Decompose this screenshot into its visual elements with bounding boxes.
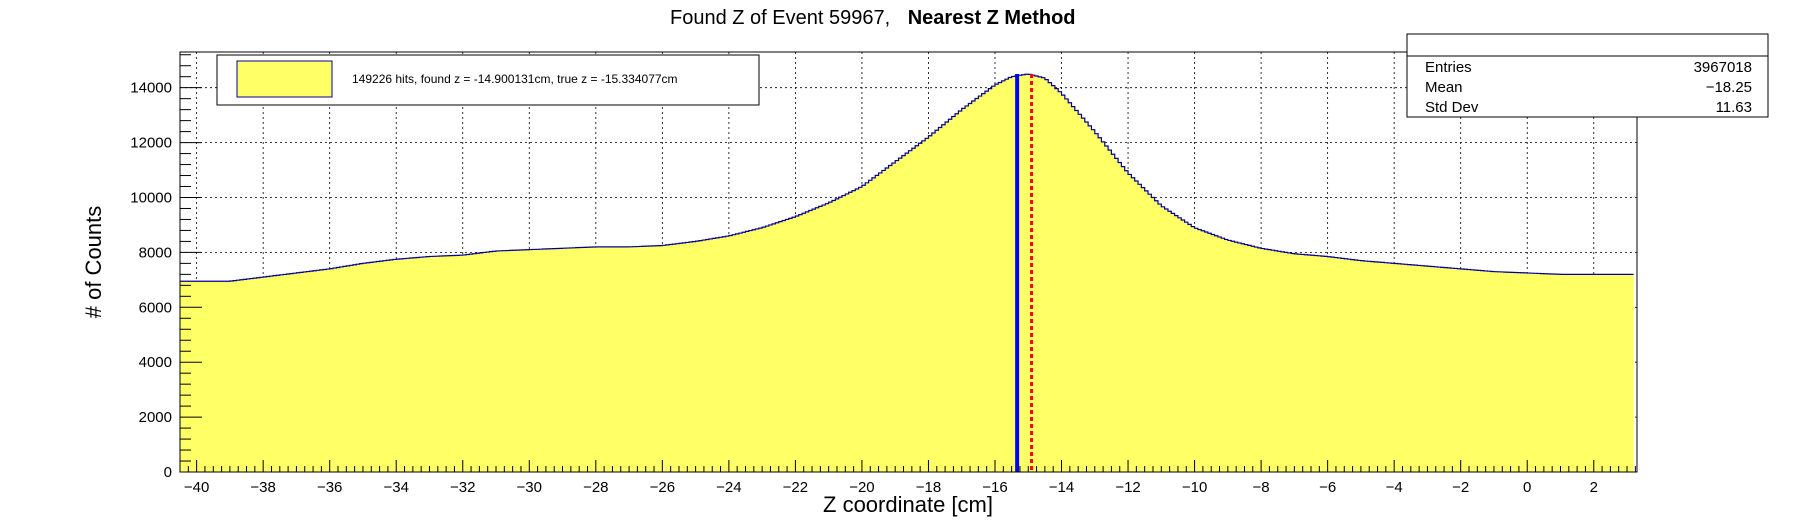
x-tick-label: 2: [1590, 479, 1598, 496]
legend: 149226 hits, found z = -14.900131cm, tru…: [216, 54, 760, 106]
histogram-area: [180, 73, 1634, 472]
x-tick-label: −4: [1386, 479, 1403, 496]
stats-mean-value: −18.25: [1706, 79, 1752, 96]
y-tick-label: 14000: [130, 80, 172, 97]
stats-stddev-label: Std Dev: [1425, 99, 1479, 116]
x-tick-label: −8: [1253, 479, 1270, 496]
y-tick-label: 0: [164, 464, 172, 481]
x-tick-label: −14: [1049, 479, 1074, 496]
stats-mean-label: Mean: [1425, 79, 1463, 96]
x-tick-label: −2: [1452, 479, 1469, 496]
x-tick-label: −18: [916, 479, 941, 496]
y-axis-ticks: 0 2000 4000 6000 8000 10000 12000 14000: [130, 54, 202, 481]
y-axis-label: # of Counts: [81, 206, 106, 319]
x-tick-label: −28: [583, 479, 608, 496]
legend-swatch: [236, 60, 333, 98]
z-marker-lines: [1015, 73, 1034, 472]
x-axis-label: Z coordinate [cm]: [823, 492, 993, 517]
chart-title-bold: Nearest Z Method: [908, 7, 1076, 29]
chart-title-regular: Found Z of Event 59967,: [670, 7, 890, 29]
stats-entries-label: Entries: [1425, 59, 1472, 76]
x-tick-label: −20: [849, 479, 874, 496]
y-tick-label: 4000: [139, 354, 172, 371]
x-tick-label: −26: [650, 479, 675, 496]
x-tick-label: −24: [716, 479, 741, 496]
x-tick-label: −40: [184, 479, 209, 496]
x-tick-label: −36: [317, 479, 342, 496]
chart-title: Found Z of Event 59967, Nearest Z Method: [670, 7, 1076, 29]
stats-stddev-value: 11.63: [1716, 99, 1752, 116]
y-tick-label: 12000: [130, 135, 172, 152]
y-tick-label: 10000: [130, 189, 172, 206]
x-tick-label: −22: [783, 479, 808, 496]
x-tick-label: −38: [250, 479, 275, 496]
y-tick-label: 2000: [139, 409, 172, 426]
y-tick-label: 6000: [139, 299, 172, 316]
stats-entries-value: 3967018: [1694, 59, 1752, 76]
stats-frame: [1406, 33, 1769, 118]
x-tick-label: −6: [1319, 479, 1336, 496]
x-tick-label: −16: [982, 479, 1007, 496]
y-tick-label: 8000: [139, 244, 172, 261]
x-tick-label: −12: [1115, 479, 1140, 496]
legend-text: 149226 hits, found z = -14.900131cm, tru…: [352, 72, 678, 86]
x-tick-label: −32: [450, 479, 475, 496]
stats-box: Entries 3967018 Mean −18.25 Std Dev 11.6…: [1406, 33, 1769, 118]
histogram-outline: [180, 73, 1634, 282]
x-tick-label: −34: [383, 479, 408, 496]
plot-frame: [179, 51, 1638, 473]
x-tick-label: 0: [1523, 479, 1531, 496]
x-axis-ticks: −40 −38 −36 −34 −32 −30 −28 −26 −24 −22 −20 −18 −16−…: [179, 460, 1636, 496]
histogram-fill: [180, 74, 1634, 472]
x-tick-label: −10: [1182, 479, 1207, 496]
x-tick-label: −30: [517, 479, 542, 496]
